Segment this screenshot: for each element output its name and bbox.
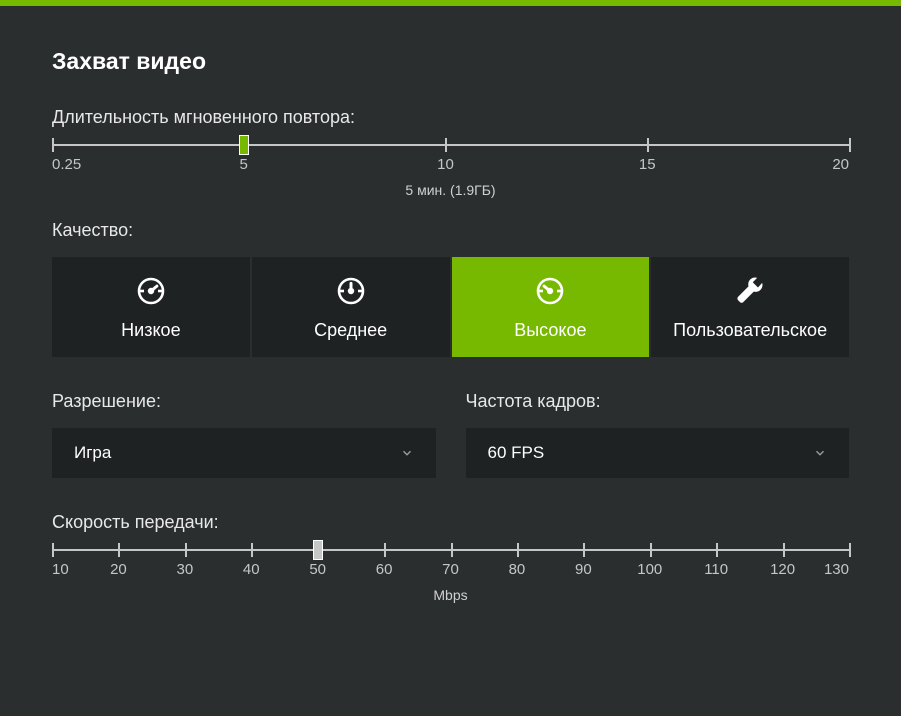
wrench-icon [735,275,765,310]
framerate-label: Частота кадров: [466,391,850,412]
quality-option-gauge-high[interactable]: Высокое [452,257,650,357]
quality-label: Качество: [52,220,849,241]
quality-option-gauge-low[interactable]: Низкое [52,257,250,357]
slider-tick [118,543,120,557]
chevron-down-icon [400,446,414,460]
slider-tick [650,543,652,557]
slider-tick-label: 90 [575,561,592,578]
slider-tick-label: 10 [437,156,454,173]
slider-tick-label: 70 [442,561,459,578]
slider-tick-label: 100 [637,561,662,578]
slider-tick [451,543,453,557]
quality-option-label: Низкое [121,320,180,341]
quality-option-label: Высокое [514,320,586,341]
chevron-down-icon [813,446,827,460]
resolution-column: Разрешение: Игра [52,391,436,478]
slider-tick-label: 110 [704,561,728,578]
slider-tick [783,543,785,557]
quality-options-row: Низкое Среднее Высокое Пользовательское [52,257,849,357]
resolution-value: Игра [74,443,111,463]
settings-panel: Захват видео Длительность мгновенного по… [0,6,901,603]
slider-tick-label: 15 [639,156,656,173]
slider-tick [251,543,253,557]
quality-option-gauge-mid[interactable]: Среднее [252,257,450,357]
slider-tick-label: 120 [770,561,795,578]
slider-tick-label: 20 [832,156,849,173]
slider-tick [52,138,54,152]
resolution-label: Разрешение: [52,391,436,412]
slider-track [52,144,849,146]
replay-duration-label: Длительность мгновенного повтора: [52,107,849,128]
framerate-column: Частота кадров: 60 FPS [466,391,850,478]
page-title: Захват видео [52,48,849,75]
quality-option-label: Пользовательское [673,320,827,341]
slider-tick [384,543,386,557]
slider-tick-label: 0.25 [52,156,81,173]
slider-tick [185,543,187,557]
slider-tick [517,543,519,557]
bitrate-unit-caption: Mbps [52,587,849,603]
gauge-high-icon [535,275,565,310]
bitrate-slider[interactable]: 10 20 30 40 50 60 70 80 90 100 110 120 130 [52,549,849,581]
slider-thumb[interactable] [313,540,323,560]
slider-tick [849,138,851,152]
slider-tick [52,543,54,557]
slider-tick-label: 20 [110,561,127,578]
framerate-value: 60 FPS [488,443,545,463]
slider-tick-label: 10 [52,561,69,578]
slider-tick-label: 80 [509,561,526,578]
slider-thumb[interactable] [239,135,249,155]
resolution-select[interactable]: Игра [52,428,436,478]
slider-tick-label: 60 [376,561,393,578]
slider-tick-labels: 10 20 30 40 50 60 70 80 90 100 110 120 130 [52,561,849,581]
quality-option-wrench[interactable]: Пользовательское [651,257,849,357]
bitrate-label: Скорость передачи: [52,512,849,533]
slider-track [52,549,849,551]
slider-tick-labels: 0.25 5 10 15 20 [52,156,849,176]
slider-tick [583,543,585,557]
framerate-select[interactable]: 60 FPS [466,428,850,478]
resolution-framerate-row: Разрешение: Игра Частота кадров: 60 FPS [52,391,849,478]
gauge-low-icon [136,275,166,310]
slider-tick [849,543,851,557]
slider-tick [445,138,447,152]
gauge-mid-icon [336,275,366,310]
slider-tick-label: 30 [176,561,193,578]
slider-tick-label: 40 [243,561,260,578]
quality-option-label: Среднее [314,320,387,341]
replay-duration-slider[interactable]: 0.25 5 10 15 20 [52,144,849,176]
slider-tick [647,138,649,152]
replay-duration-value-caption: 5 мин. (1.9ГБ) [52,182,849,198]
slider-tick [716,543,718,557]
slider-tick-label: 5 [240,156,248,173]
slider-tick-label: 130 [824,561,849,578]
slider-tick-label: 50 [309,561,326,578]
